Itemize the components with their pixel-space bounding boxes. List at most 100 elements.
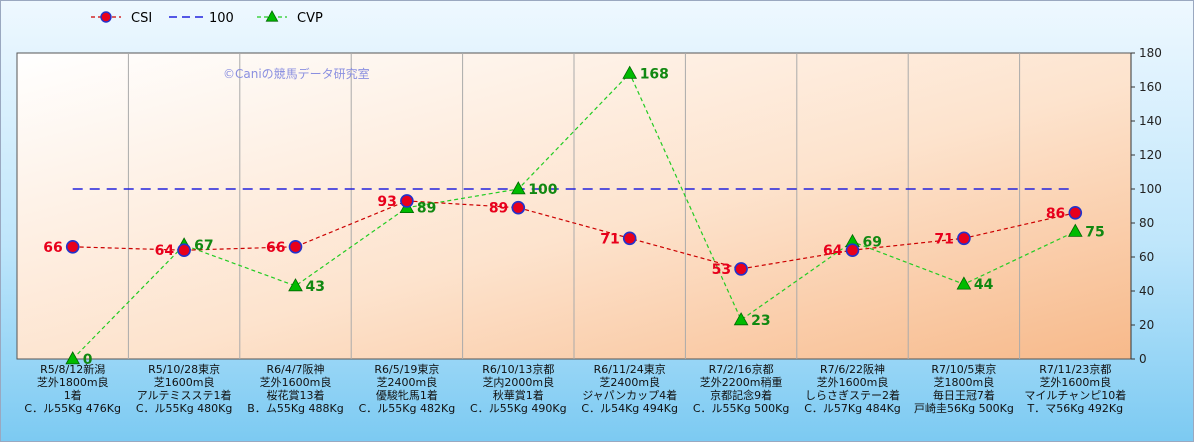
cvp-marker <box>65 351 81 365</box>
csi-marker <box>177 243 191 257</box>
x-tick-label: マイルチャンピ10着 <box>1024 388 1126 402</box>
cvp-data-label: 89 <box>417 201 436 217</box>
y-tick-label: 180 <box>1139 46 1162 60</box>
legend: CSI 100 CVP <box>91 10 323 26</box>
x-tick-label: 芝外1800m良 <box>37 375 109 389</box>
x-tick-label: 芝外2200m稍重 <box>700 375 783 389</box>
legend-label: CSI <box>131 11 152 26</box>
watermark: ©Caniの競馬データ研究室 <box>223 66 370 81</box>
y-tick-label: 160 <box>1139 80 1162 94</box>
x-tick-label: 京都記念9着 <box>710 388 772 402</box>
y-tick-label: 140 <box>1139 114 1162 128</box>
cvp-data-label: 75 <box>1085 225 1104 241</box>
x-tick-label: 芝2400m良 <box>599 375 660 389</box>
y-tick-label: 0 <box>1139 352 1147 366</box>
csi-data-label: 86 <box>1046 206 1065 222</box>
x-tick-label: R6/10/13京都 <box>482 362 554 376</box>
x-tick-label: アルテミスステ1着 <box>137 388 232 402</box>
cvp-data-label: 0 <box>83 352 93 368</box>
series-line-csi <box>72 200 1076 270</box>
x-tick-label: 秋華賞1着 <box>493 388 544 402</box>
csi-data-label: 93 <box>377 194 396 210</box>
x-tick-label: 毎日王冠7着 <box>933 388 995 402</box>
x-tick-label: C．ル55Kg 500Kg <box>693 402 790 415</box>
x-tick-label: T．マ56Kg 492Kg <box>1026 402 1123 415</box>
x-tick-label: B．ム55Kg 488Kg <box>247 402 343 415</box>
x-tick-label: ジャパンカップ4着 <box>582 388 677 402</box>
cvp-data-label: 69 <box>863 235 882 251</box>
csi-marker <box>957 231 971 246</box>
x-tick-label: 1着 <box>64 388 82 402</box>
csi-data-label: 89 <box>489 201 508 217</box>
y-tick-label: 40 <box>1139 284 1154 298</box>
csi-data-label: 64 <box>823 243 843 259</box>
series-layer <box>72 72 1076 360</box>
x-tick-label: 芝1800m良 <box>934 375 995 389</box>
csi-marker <box>1068 206 1083 220</box>
csi-data-label: 53 <box>712 262 731 278</box>
x-tick-label: C．ル55Kg 476Kg <box>24 402 121 415</box>
cvp-marker <box>1067 223 1083 237</box>
series-line-cvp <box>72 72 1076 360</box>
x-tick-label: R5/8/12新潟 <box>40 362 105 376</box>
markers-layer <box>65 65 1083 365</box>
x-tick-label: 芝外1600m良 <box>1039 375 1111 389</box>
cvp-data-label: 67 <box>194 238 213 254</box>
y-tick-label: 100 <box>1139 182 1162 196</box>
cvp-marker <box>622 65 638 79</box>
cvp-marker <box>733 312 749 326</box>
x-tick-label: R7/11/23京都 <box>1039 362 1111 376</box>
cvp-data-label: 100 <box>528 182 557 198</box>
cvp-data-label: 23 <box>751 313 770 329</box>
csi-marker <box>400 194 414 208</box>
cvp-marker <box>510 181 526 195</box>
legend-label: 100 <box>209 11 234 26</box>
legend-swatch-circle <box>100 11 112 23</box>
x-tick-label: 戸崎圭56Kg 500Kg <box>914 401 1014 415</box>
x-tick-label: R7/6/22阪神 <box>820 362 885 376</box>
legend-label: CVP <box>297 11 323 26</box>
y-tick-label: 80 <box>1139 216 1154 230</box>
x-tick-label: R6/5/19東京 <box>374 362 439 376</box>
x-tick-label: 芝外1600m良 <box>817 375 889 389</box>
y-tick-label: 60 <box>1139 250 1154 264</box>
x-tick-label: 芝外1600m良 <box>260 375 332 389</box>
x-tick-label: 芝2400m良 <box>377 375 438 389</box>
y-tick-label: 20 <box>1139 318 1154 332</box>
x-tick-label: R7/2/16京都 <box>709 362 774 376</box>
x-tick-label: C．ル57Kg 484Kg <box>804 402 901 415</box>
csi-marker <box>288 240 303 254</box>
x-tick-label: C．ル55Kg 490Kg <box>470 402 567 415</box>
csi-marker <box>734 262 748 276</box>
cvp-data-label: 43 <box>306 279 325 295</box>
legend-swatch-triangle <box>265 10 279 22</box>
csi-marker <box>845 243 860 257</box>
csi-data-label: 66 <box>266 240 285 256</box>
x-tick-label: 優駿牝馬1着 <box>376 388 438 402</box>
csi-marker <box>511 200 526 215</box>
x-tick-label: しらさぎステー2着 <box>805 388 900 402</box>
csi-marker <box>65 240 80 254</box>
x-tick-label: R7/10/5東京 <box>931 362 996 376</box>
x-tick-label: R5/10/28東京 <box>148 362 220 376</box>
grid-lines <box>127 53 1021 359</box>
cvp-marker <box>288 278 303 292</box>
csi-data-label: 64 <box>155 243 175 259</box>
y-tick-label: 120 <box>1139 148 1162 162</box>
x-tick-label: 芝1600m良 <box>154 375 215 389</box>
cvp-marker <box>956 276 972 290</box>
x-tick-label: R6/11/24東京 <box>594 362 666 376</box>
x-tick-label: C．ル55Kg 482Kg <box>359 402 456 415</box>
x-tick-label: C．ル54Kg 494Kg <box>581 402 678 415</box>
x-tick-label: R6/4/7阪神 <box>266 362 324 376</box>
x-tick-label: C．ル55Kg 480Kg <box>136 402 233 415</box>
y-axis: 0 20 40 60 80 100 120 140 160 180 <box>1130 46 1162 366</box>
x-tick-label: 芝内2000m良 <box>482 375 554 389</box>
csi-data-label: 71 <box>934 231 953 247</box>
cvp-data-label: 44 <box>974 277 994 293</box>
data-labels: 66 64 66 93 89 71 53 64 71 86 0 67 43 89 100 168 23 69 44 7… <box>43 66 1105 368</box>
x-tick-label: 桜花賞13着 <box>267 388 325 402</box>
